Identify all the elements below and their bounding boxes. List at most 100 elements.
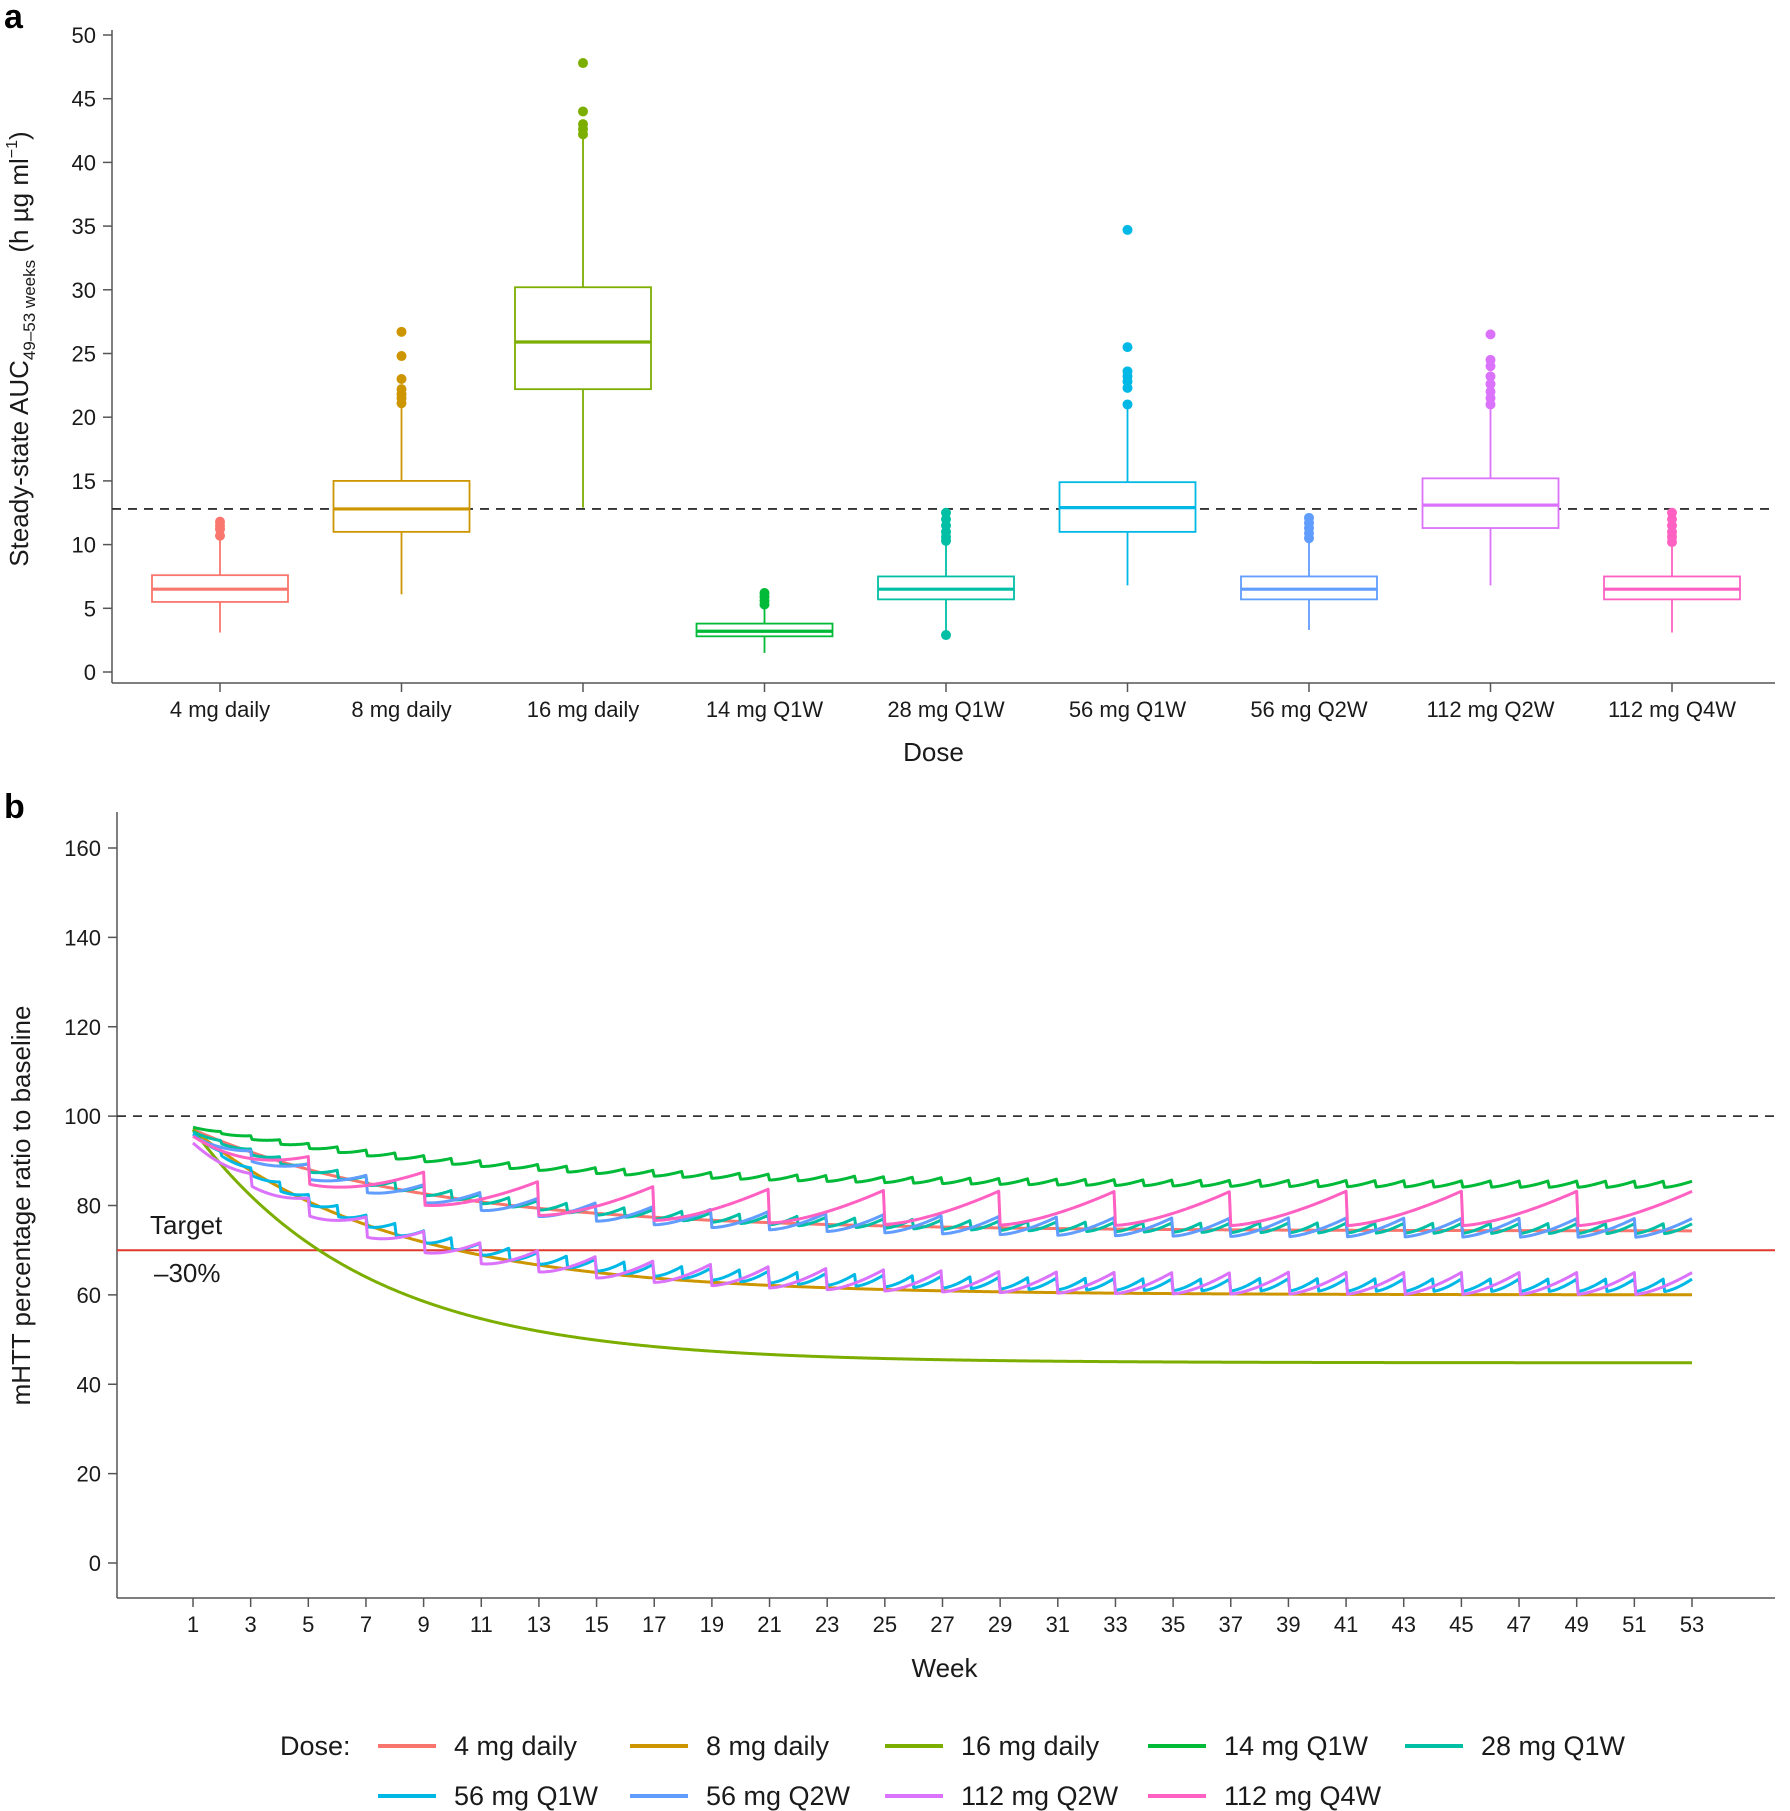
series-line — [191, 1128, 1693, 1365]
x-tick-label: 27 — [930, 1612, 954, 1637]
x-tick-label: 13 — [527, 1612, 551, 1637]
y-tick-label: 25 — [72, 342, 96, 367]
series-line — [192, 1125, 1693, 1189]
x-tick-label: 41 — [1334, 1612, 1358, 1637]
outlier-point — [1485, 371, 1496, 382]
x-tick-label: 37 — [1219, 1612, 1243, 1637]
y-tick-label: 35 — [72, 214, 96, 239]
outlier-point — [1485, 354, 1496, 365]
y-axis-title: Steady-state AUC49–53 weeks (h µg ml−1) — [4, 131, 39, 566]
legend-entry: 112 mg Q4W — [1224, 1781, 1382, 1811]
x-tick-label: 25 — [873, 1612, 897, 1637]
outlier-point — [759, 588, 770, 599]
x-tick-label: 39 — [1276, 1612, 1300, 1637]
outlier-point — [1304, 512, 1314, 523]
y-tick-label: 20 — [77, 1462, 101, 1487]
y-tick-label: 45 — [72, 87, 96, 112]
x-tick-label: 23 — [815, 1612, 839, 1637]
x-tick-label: 11 — [470, 1612, 493, 1637]
box-iqr — [1421, 477, 1560, 529]
y-tick-label: 50 — [72, 23, 96, 48]
y-tick-label: 30 — [72, 278, 96, 303]
legend-entry: 8 mg daily — [706, 1731, 830, 1761]
outlier-point — [1485, 329, 1496, 340]
outlier-point — [578, 58, 588, 69]
x-tick-label: 112 mg Q4W — [1608, 697, 1736, 722]
x-tick-label: 31 — [1046, 1612, 1070, 1637]
outlier-point — [1122, 399, 1133, 410]
x-tick-label: 21 — [757, 1612, 781, 1637]
x-tick-label: 33 — [1103, 1612, 1127, 1637]
outlier-point — [941, 630, 951, 641]
y-tick-label: 10 — [72, 533, 96, 558]
series-line — [192, 1134, 1693, 1228]
x-tick-label: 47 — [1507, 1612, 1531, 1637]
x-tick-label: 28 mg Q1W — [887, 697, 1005, 722]
x-tick-label: 53 — [1680, 1612, 1704, 1637]
x-axis-title: Week — [912, 1653, 979, 1683]
outlier-point — [941, 507, 951, 518]
x-tick-label: 45 — [1449, 1612, 1473, 1637]
outlier-point — [1122, 366, 1133, 377]
y-tick-label: 140 — [64, 925, 101, 950]
y-tick-label: 120 — [64, 1015, 101, 1040]
outlier-point — [396, 384, 407, 395]
legend-entry: 28 mg Q1W — [1481, 1731, 1626, 1761]
outlier-point — [1122, 342, 1133, 353]
x-tick-label: 56 mg Q1W — [1069, 697, 1187, 722]
x-tick-label: 15 — [584, 1612, 608, 1637]
outlier-point — [1485, 386, 1496, 397]
y-tick-label: 80 — [77, 1194, 101, 1219]
outlier-point — [1667, 507, 1677, 518]
legend-entry: 56 mg Q2W — [706, 1781, 851, 1811]
y-tick-label: 40 — [72, 150, 96, 175]
outlier-point — [1122, 224, 1133, 235]
x-tick-label: 7 — [360, 1612, 372, 1637]
x-tick-label: 3 — [245, 1612, 257, 1637]
x-tick-label: 8 mg daily — [351, 697, 451, 722]
panel-b-label: b — [4, 788, 25, 826]
y-tick-label: 0 — [89, 1551, 101, 1576]
outlier-point — [396, 373, 407, 384]
outlier-point — [1485, 379, 1496, 390]
panel-a-boxplot: a 0 5 10 15 20 25 30 35 40 45 50 4 mg daily 8 mg dai… — [4, 0, 1775, 767]
x-axis-title: Dose — [903, 737, 964, 767]
x-tick-label: 56 mg Q2W — [1250, 697, 1368, 722]
y-tick-label: 20 — [72, 405, 96, 430]
x-tick-label: 29 — [988, 1612, 1012, 1637]
x-tick-label: 1 — [187, 1612, 199, 1637]
x-tick-label: 17 — [642, 1612, 666, 1637]
outlier-point — [578, 119, 588, 130]
x-tick-label: 112 mg Q2W — [1427, 697, 1555, 722]
box-iqr — [514, 286, 652, 391]
y-tick-label: 40 — [77, 1372, 101, 1397]
target-label: Target — [150, 1210, 223, 1240]
y-tick-label: 15 — [72, 469, 96, 494]
box-iqr — [332, 479, 471, 533]
x-tick-label: 51 — [1622, 1612, 1646, 1637]
outlier-point — [396, 351, 407, 362]
series-line — [192, 1134, 1693, 1239]
x-tick-label: 16 mg daily — [527, 697, 640, 722]
y-tick-label: 5 — [84, 596, 96, 621]
y-tick-label: 60 — [77, 1283, 101, 1308]
legend-entry: 4 mg daily — [454, 1731, 578, 1761]
outlier-point — [396, 326, 407, 337]
y-tick-label: 0 — [84, 660, 96, 685]
target-percent-label: –30% — [154, 1258, 221, 1288]
x-tick-label: 49 — [1564, 1612, 1588, 1637]
x-tick-label: 19 — [700, 1612, 724, 1637]
y-tick-label: 160 — [64, 836, 101, 861]
y-tick-label: 100 — [64, 1104, 101, 1129]
legend-entry: 112 mg Q2W — [961, 1781, 1119, 1811]
legend-entry: 14 mg Q1W — [1224, 1731, 1369, 1761]
legend-title: Dose: — [280, 1731, 351, 1761]
x-tick-label: 4 mg daily — [170, 697, 270, 722]
legend-entry: 16 mg daily — [961, 1731, 1100, 1761]
outlier-point — [578, 106, 588, 117]
x-tick-label: 35 — [1161, 1612, 1185, 1637]
panel-a-label: a — [4, 0, 24, 36]
y-axis-title: mHTT percentage ratio to baseline — [6, 1006, 36, 1406]
